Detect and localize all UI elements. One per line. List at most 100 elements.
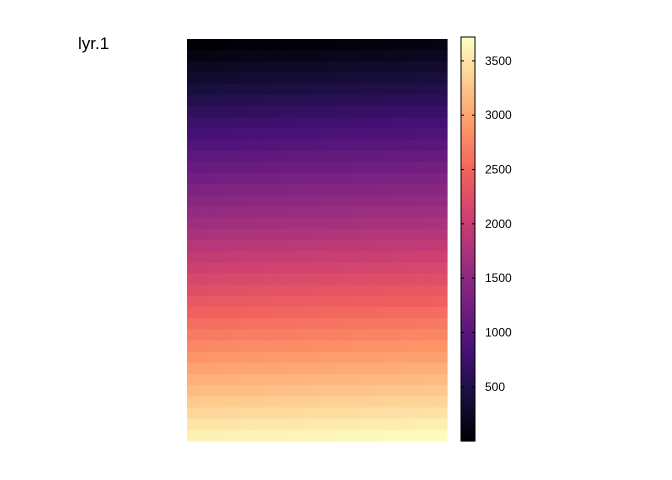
raster-cell bbox=[425, 94, 437, 107]
raster-cell bbox=[306, 396, 318, 409]
colorbar-strip bbox=[461, 209, 475, 214]
raster-cell bbox=[414, 128, 426, 141]
raster-cell bbox=[317, 83, 329, 96]
raster-cell bbox=[230, 206, 242, 219]
colorbar-strip bbox=[461, 357, 475, 362]
raster-cell bbox=[338, 329, 351, 342]
raster-cell bbox=[284, 195, 296, 208]
raster-cell bbox=[436, 39, 448, 51]
raster-cell bbox=[414, 251, 426, 263]
raster-cell bbox=[230, 94, 242, 107]
raster-cell bbox=[360, 72, 372, 85]
raster-cell bbox=[208, 128, 221, 141]
raster-cell bbox=[284, 61, 296, 74]
raster-cell bbox=[241, 273, 253, 286]
raster-cell bbox=[382, 251, 394, 263]
raster-cell bbox=[241, 128, 253, 141]
colorbar-strip bbox=[461, 409, 475, 414]
raster-cell bbox=[219, 195, 231, 208]
raster-cell bbox=[197, 50, 210, 62]
raster-cell bbox=[295, 418, 307, 431]
raster-cell bbox=[349, 318, 361, 330]
raster-cell bbox=[273, 39, 286, 51]
raster-cell bbox=[414, 418, 426, 431]
raster-cell bbox=[327, 307, 340, 319]
raster-cell bbox=[414, 329, 426, 342]
raster-cell bbox=[273, 318, 286, 330]
raster-cell bbox=[392, 318, 405, 330]
raster-cell bbox=[436, 329, 448, 342]
raster-cell bbox=[425, 106, 437, 118]
raster-cell bbox=[382, 418, 394, 431]
raster-cell bbox=[425, 262, 437, 275]
raster-cell bbox=[382, 72, 394, 85]
raster-cell bbox=[230, 418, 242, 431]
raster-cell bbox=[262, 407, 275, 420]
raster-cell bbox=[436, 284, 448, 297]
colorbar-strip bbox=[461, 221, 475, 226]
raster-cell bbox=[338, 418, 351, 431]
raster-cell bbox=[241, 340, 253, 353]
raster-cell bbox=[392, 195, 405, 208]
raster-cell bbox=[338, 407, 351, 420]
raster-cell bbox=[262, 362, 275, 375]
colorbar-strip bbox=[461, 57, 475, 62]
raster-cell bbox=[317, 50, 329, 62]
raster-cell bbox=[414, 206, 426, 219]
raster-cell bbox=[414, 50, 426, 62]
raster-cell bbox=[306, 128, 318, 141]
raster-cell bbox=[349, 396, 361, 409]
raster-cell bbox=[349, 340, 361, 353]
raster-cell bbox=[295, 240, 307, 252]
raster-cell bbox=[284, 374, 296, 386]
raster-cell bbox=[219, 362, 231, 375]
raster-cell bbox=[327, 318, 340, 330]
raster-cell bbox=[273, 106, 286, 118]
raster-cell bbox=[436, 50, 448, 62]
raster-cell bbox=[317, 407, 329, 420]
raster-cell bbox=[436, 217, 448, 230]
colorbar-strip bbox=[461, 365, 475, 370]
colorbar-tick-label: 2500 bbox=[485, 163, 512, 177]
raster-cell bbox=[230, 128, 242, 141]
raster-cell bbox=[197, 284, 210, 297]
raster-cell bbox=[436, 94, 448, 107]
raster-cell bbox=[392, 117, 405, 129]
raster-cell bbox=[252, 150, 264, 163]
raster-cell bbox=[262, 195, 275, 208]
colorbar-strip bbox=[461, 417, 475, 422]
raster-cell bbox=[436, 161, 448, 174]
raster-cell bbox=[414, 374, 426, 386]
raster-cell bbox=[219, 83, 231, 96]
raster-cell bbox=[327, 195, 340, 208]
colorbar-strip bbox=[461, 285, 475, 290]
raster-cell bbox=[317, 307, 329, 319]
raster-cell bbox=[371, 251, 383, 263]
raster-cell bbox=[382, 173, 394, 185]
raster-cell bbox=[284, 284, 296, 297]
raster-cell bbox=[317, 94, 329, 107]
raster-cell bbox=[252, 251, 264, 263]
raster-cell bbox=[436, 128, 448, 141]
raster-cell bbox=[187, 217, 199, 230]
raster-cell bbox=[241, 50, 253, 62]
raster-cell bbox=[371, 228, 383, 241]
raster-cell bbox=[338, 351, 351, 364]
raster-cell bbox=[262, 396, 275, 409]
raster-cell bbox=[241, 150, 253, 163]
raster-cell bbox=[241, 307, 253, 319]
raster-cell bbox=[273, 61, 286, 74]
raster-cell bbox=[403, 139, 416, 152]
raster-cell bbox=[208, 385, 221, 397]
raster-cell bbox=[425, 284, 437, 297]
raster-cell bbox=[371, 374, 383, 386]
raster-cell bbox=[403, 161, 416, 174]
raster-cell bbox=[382, 217, 394, 230]
raster-cell bbox=[317, 39, 329, 51]
raster-cell bbox=[392, 396, 405, 409]
colorbar-strip bbox=[461, 249, 475, 254]
raster-cell bbox=[392, 150, 405, 163]
raster-cell bbox=[187, 94, 199, 107]
raster-cell bbox=[382, 150, 394, 163]
raster-cell bbox=[208, 374, 221, 386]
